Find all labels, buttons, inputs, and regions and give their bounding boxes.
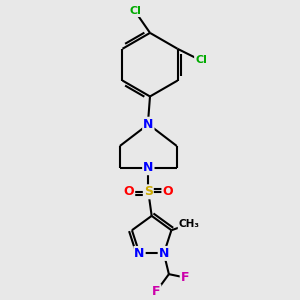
Text: CH₃: CH₃ (178, 219, 199, 229)
Text: N: N (159, 247, 169, 260)
Text: Cl: Cl (129, 6, 141, 16)
Text: Cl: Cl (195, 56, 207, 65)
Text: O: O (162, 185, 173, 198)
Text: O: O (124, 185, 134, 198)
Text: F: F (181, 271, 189, 284)
Text: F: F (152, 285, 161, 298)
Text: N: N (134, 247, 145, 260)
Text: N: N (143, 161, 154, 174)
Text: S: S (144, 185, 153, 198)
Text: N: N (143, 118, 154, 131)
